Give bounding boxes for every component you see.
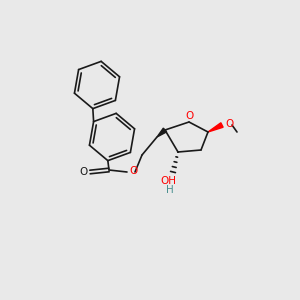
Text: O: O bbox=[225, 119, 233, 129]
Text: O: O bbox=[129, 166, 137, 176]
Polygon shape bbox=[208, 123, 223, 132]
Text: O: O bbox=[186, 111, 194, 121]
Text: OH: OH bbox=[160, 176, 176, 186]
Text: O: O bbox=[79, 167, 87, 177]
Polygon shape bbox=[157, 128, 166, 137]
Text: H: H bbox=[166, 185, 174, 195]
